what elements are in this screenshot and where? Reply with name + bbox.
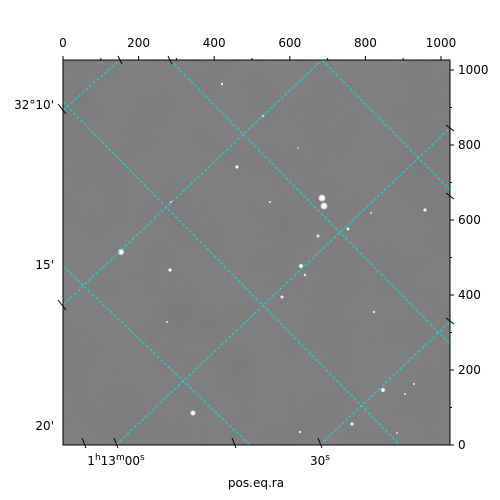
star [190, 410, 196, 416]
right-tick-label: 600 [458, 213, 481, 227]
world-tick [231, 437, 237, 449]
sky-image [63, 60, 450, 445]
star [380, 387, 386, 393]
world-tick [317, 437, 323, 449]
star [269, 201, 271, 203]
dec-tick-label: 32°10' [14, 98, 54, 112]
star [170, 201, 172, 203]
star [297, 147, 299, 149]
world-tick [57, 103, 67, 115]
dec-tick-label: 20' [35, 419, 54, 433]
plot-frame [62, 59, 451, 446]
world-tick [57, 299, 67, 311]
star [318, 194, 326, 202]
world-tick [445, 192, 455, 200]
star [166, 321, 168, 323]
grid-line [63, 101, 401, 445]
star [316, 234, 320, 238]
coordinate-grid [63, 60, 450, 445]
star [413, 383, 415, 385]
star [320, 202, 328, 210]
grid-line [63, 60, 121, 111]
world-tick [81, 437, 87, 449]
top-tick-label: 600 [278, 36, 301, 50]
star [168, 268, 172, 272]
top-tick-label: 800 [354, 36, 377, 50]
grid-line [169, 60, 450, 345]
top-tick-label: 1000 [426, 36, 457, 50]
dec-axis-labels: 32°10' 15' 20' [14, 98, 54, 433]
star [396, 432, 398, 434]
world-tick [113, 437, 119, 449]
top-axis-labels: 0 200 400 600 800 1000 [59, 36, 456, 50]
star [235, 165, 239, 169]
world-tick [167, 55, 173, 65]
star-field [117, 82, 427, 434]
axis-ticks [57, 55, 455, 449]
right-tick-label: 1000 [458, 63, 489, 77]
ra-axis-labels: 1h13m00s 30s [87, 453, 330, 468]
world-tick [117, 55, 123, 65]
grid-line [115, 127, 450, 445]
right-axis-labels: 0 200 400 600 800 1000 [458, 63, 489, 452]
right-tick-label: 400 [458, 288, 481, 302]
star [117, 248, 125, 256]
x-axis-label: pos.eq.ra [228, 476, 284, 490]
star [404, 393, 406, 395]
right-tick-label: 200 [458, 363, 481, 377]
grid-line [321, 60, 450, 191]
right-tick-label: 0 [458, 438, 466, 452]
star [370, 212, 372, 214]
star [372, 310, 376, 314]
star [350, 422, 354, 426]
top-tick-label: 0 [59, 36, 67, 50]
grid-line [63, 60, 323, 306]
world-tick [445, 124, 455, 132]
ra-tick-label: 30s [310, 453, 330, 468]
top-tick-label: 400 [203, 36, 226, 50]
star [280, 295, 284, 299]
grid-line [63, 265, 251, 445]
star [303, 273, 307, 277]
world-tick [445, 317, 455, 325]
star [298, 430, 302, 434]
star [220, 82, 224, 86]
star [346, 227, 350, 231]
star [423, 208, 427, 212]
star [298, 263, 304, 269]
ra-tick-label: 1h13m00s [87, 453, 145, 468]
dec-tick-label: 15' [35, 258, 54, 272]
right-tick-label: 800 [458, 138, 481, 152]
top-tick-label: 200 [127, 36, 150, 50]
